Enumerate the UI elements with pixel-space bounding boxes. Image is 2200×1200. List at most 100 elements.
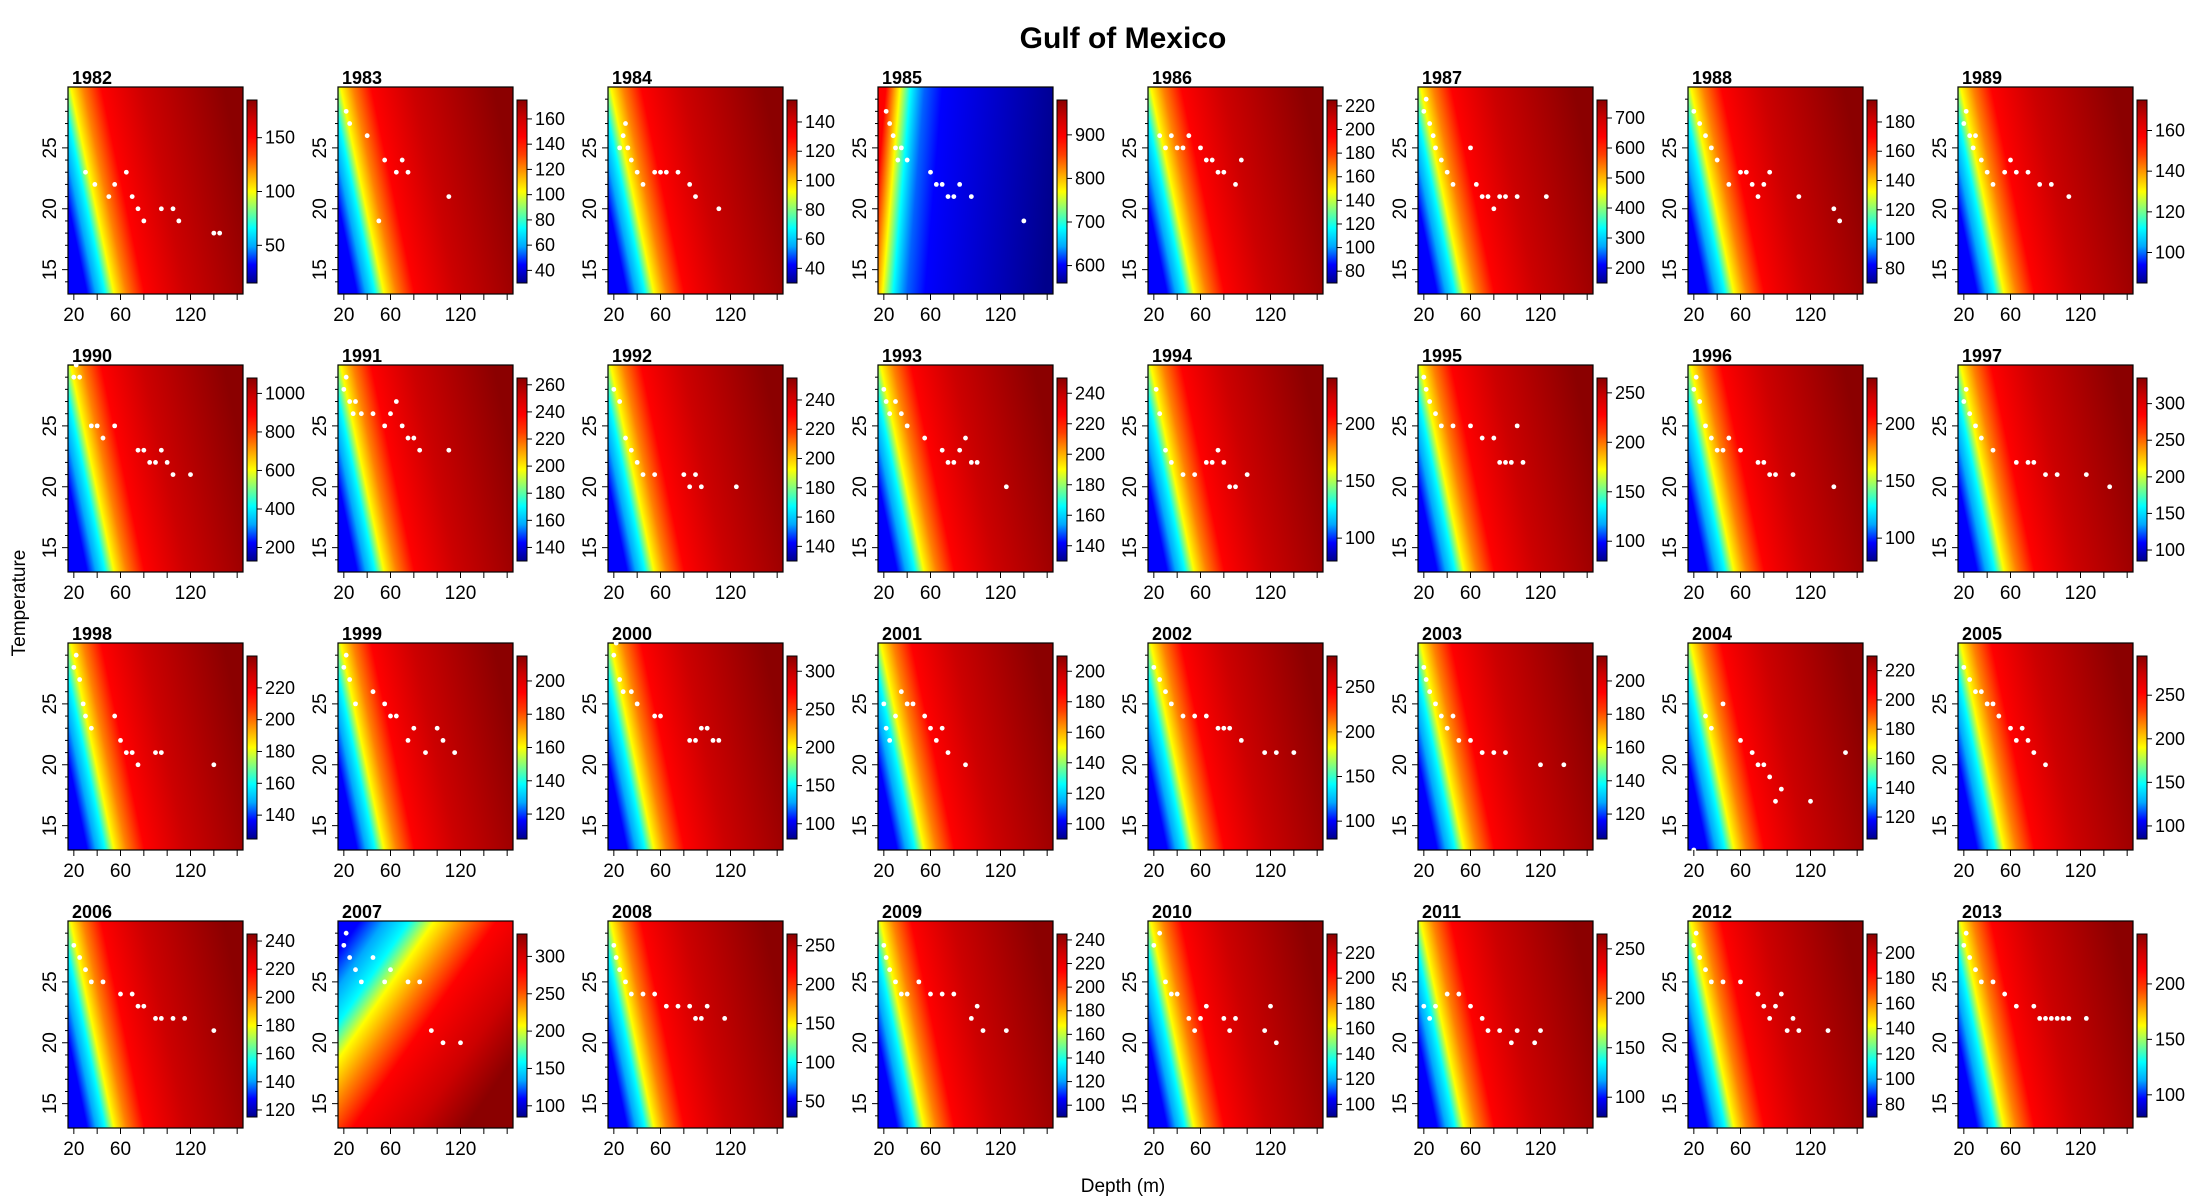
data-point [945,750,951,755]
data-point [1990,447,1996,453]
x-tick-label: 60 [2000,861,2021,882]
y-tick-label: 20 [850,1032,871,1053]
colorbar-tick-label: 200 [1075,661,1105,681]
data-point [1961,399,1967,404]
data-point [1796,194,1802,199]
data-point [652,169,658,175]
data-point [658,169,663,175]
data-point [347,399,353,404]
data-point [1967,677,1973,682]
colorbar-tick-label: 240 [1075,383,1105,403]
data-point [617,967,623,973]
x-tick-label: 60 [1460,861,1481,882]
panel-1986: 1986 20 60 120 15 20 25 80 100 120 140 160 180 200 220 [1120,68,1375,326]
panel-year-label: 1992 [612,346,652,366]
panel-2003: 2003 20 60 120 15 20 25 120 140 160 180 200 [1390,624,1645,882]
data-point [916,979,922,985]
plot-frame [67,642,244,851]
data-point [1837,218,1843,224]
heatmap-field [878,87,1053,294]
data-point [347,955,353,960]
x-tick-label: 20 [63,305,84,326]
data-point [1291,750,1297,755]
data-point [1697,399,1703,404]
data-point [1227,1028,1233,1033]
colorbar-tick-label: 200 [265,987,295,1007]
x-tick-label: 20 [1683,1139,1704,1160]
y-tick-label: 15 [580,815,601,836]
y-tick-label: 15 [850,1093,871,1114]
panel-1983: 1983 20 60 120 15 20 25 40 60 80 100 120 140 160 [310,68,565,326]
data-point [94,423,100,429]
colorbar-tick-label: 120 [1885,1044,1915,1064]
plot-frame [1147,920,1324,1129]
x-tick-label: 60 [380,861,401,882]
data-point [1421,374,1427,380]
colorbar-tick-label: 900 [1075,125,1105,145]
colorbar-tick-label: 160 [1885,141,1915,161]
heatmap-field [1958,643,2133,850]
x-tick-label: 60 [1730,583,1751,604]
y-tick-label: 15 [310,815,331,836]
data-point [1180,472,1186,477]
colorbar-tick-label: 250 [1345,677,1375,697]
y-tick-label: 20 [1660,754,1681,775]
panel-year-label: 1990 [72,346,112,366]
data-point [399,157,405,163]
x-tick-label: 60 [1460,1139,1481,1160]
y-tick-label: 20 [310,754,331,775]
data-point [1978,157,1984,163]
data-point [658,713,663,719]
colorbar-tick-label: 800 [265,422,295,442]
data-point [1433,145,1438,151]
panel-2013: 2013 20 60 120 15 20 25 100 150 200 [1930,902,2185,1160]
x-tick-label: 20 [1143,861,1164,882]
data-point [80,701,86,707]
colorbar-tick-label: 100 [1615,531,1645,551]
data-point [881,386,887,392]
x-tick-label: 20 [1683,861,1704,882]
colorbar-tick-label: 200 [1075,444,1105,464]
data-point [1479,435,1485,441]
y-tick-label: 25 [1660,971,1681,992]
panel-year-label: 1997 [1962,346,2002,366]
x-tick-label: 20 [1143,305,1164,326]
data-point [1963,108,1969,114]
data-point [951,460,957,465]
x-tick-label: 120 [2065,1139,2097,1160]
panel-year-label: 1994 [1152,346,1192,366]
x-tick-label: 20 [873,861,894,882]
colorbar-tick-label: 160 [1885,748,1915,768]
data-point [1778,991,1784,997]
data-point [663,1003,669,1009]
data-point [1433,411,1438,417]
panel-year-label: 1996 [1692,346,1732,366]
x-tick-label: 20 [1143,1139,1164,1160]
colorbar-tick-label: 100 [805,1052,835,1072]
data-point [1450,713,1456,719]
heatmap-field [608,87,783,294]
plot-frame [1687,920,1864,1129]
y-tick-label: 25 [1390,137,1411,158]
data-point [1508,1040,1514,1046]
colorbar-tick-label: 100 [2155,243,2185,263]
colorbar-tick-label: 600 [265,460,295,480]
data-point [1168,701,1174,707]
y-tick-label: 25 [1120,693,1141,714]
panel-2000: 2000 20 60 120 15 20 25 100 150 200 250 300 [580,624,835,882]
colorbar-tick-label: 200 [1885,414,1915,434]
data-point [1726,182,1732,187]
y-tick-label: 25 [1390,971,1411,992]
colorbar-tick-label: 200 [1075,977,1105,997]
data-point [1984,169,1990,175]
colorbar-tick-label: 250 [805,699,835,719]
data-point [687,182,693,187]
data-point [1767,472,1773,477]
x-tick-label: 20 [333,861,354,882]
data-point [1691,108,1697,114]
data-point [83,713,88,719]
data-point [434,725,440,731]
colorbar-tick-label: 220 [1885,661,1915,681]
y-tick-label: 20 [1660,476,1681,497]
